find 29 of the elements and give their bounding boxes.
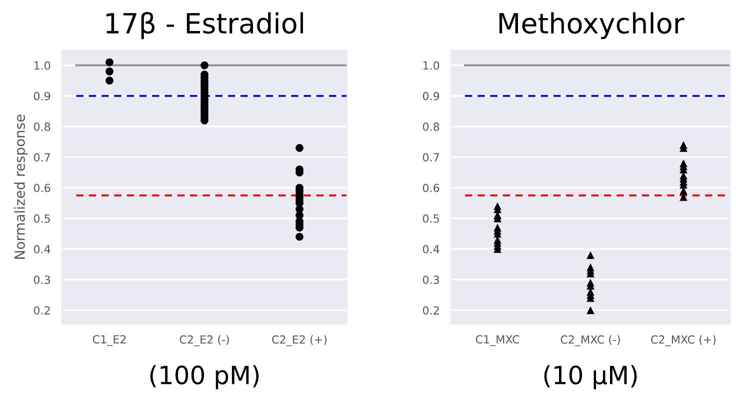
text: (100 pM) [150, 365, 259, 390]
y-tick-label: 0.4 [422, 244, 440, 254]
y-tick-label: 0.6 [34, 184, 50, 192]
x-tick-label: C2_E2 (+) [272, 335, 327, 346]
y-tick-label: 0.7 [422, 153, 439, 162]
y-tick-label: 0.3 [34, 276, 50, 284]
x-tick-label: C1_E2 [92, 335, 126, 346]
y-tick-label: 0.7 [34, 153, 50, 162]
y-tick-label: 0.4 [34, 244, 50, 254]
y-tick-label: 1.0 [423, 61, 440, 70]
y-tick-label: 0.3 [422, 276, 439, 284]
y-tick-label: 1.0 [34, 61, 50, 70]
x-tick-label: C2_E2 (-) [180, 335, 229, 346]
y-tick-label: 0.2 [422, 306, 439, 315]
chart-title: Methoxychlor [499, 12, 684, 40]
chart-title: 17β - Estradiol [106, 12, 303, 40]
y-axis-title: Normalized response [14, 114, 28, 259]
text: (10 µM) [544, 365, 637, 390]
y-tick-label: 0.8 [34, 122, 50, 131]
y-tick-label: 0.6 [422, 184, 440, 192]
y-tick-label: 0.9 [34, 92, 50, 100]
y-tick-label: 0.8 [422, 122, 440, 131]
x-tick-label: C1_MXC [476, 335, 520, 346]
x-tick-label: C2_MXC (-) [560, 335, 620, 346]
y-tick-label: 0.5 [34, 214, 50, 223]
x-tick-label: C2_MXC (+) [651, 335, 716, 346]
y-tick-label: 0.5 [422, 214, 439, 223]
y-tick-label: 0.2 [34, 306, 50, 315]
y-tick-label: 0.9 [422, 92, 440, 100]
